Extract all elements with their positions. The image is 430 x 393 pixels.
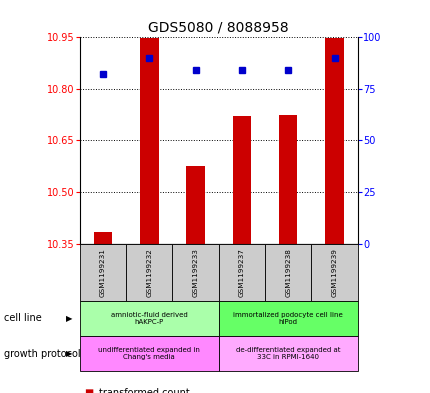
- Bar: [218, 244, 264, 301]
- Bar: [232, 116, 251, 244]
- Bar: [80, 336, 218, 371]
- Bar: [325, 39, 343, 244]
- Bar: [80, 301, 218, 336]
- Text: GSM1199231: GSM1199231: [100, 248, 106, 297]
- Bar: [310, 244, 357, 301]
- Bar: [80, 244, 126, 301]
- Text: immortalized podocyte cell line
hIPod: immortalized podocyte cell line hIPod: [233, 312, 342, 325]
- Text: cell line: cell line: [4, 313, 42, 323]
- Text: GSM1199232: GSM1199232: [146, 248, 152, 297]
- Bar: [140, 39, 158, 244]
- Text: GSM1199233: GSM1199233: [192, 248, 198, 297]
- Text: transformed count: transformed count: [99, 388, 190, 393]
- Bar: [278, 115, 297, 244]
- Bar: [264, 244, 310, 301]
- Bar: [218, 301, 357, 336]
- Text: growth protocol: growth protocol: [4, 349, 81, 359]
- Text: GSM1199238: GSM1199238: [285, 248, 291, 297]
- Bar: [93, 231, 112, 244]
- Text: GSM1199239: GSM1199239: [331, 248, 337, 297]
- Text: GSM1199237: GSM1199237: [238, 248, 244, 297]
- Bar: [126, 244, 172, 301]
- Text: ▶: ▶: [65, 314, 72, 323]
- Text: ■: ■: [84, 388, 93, 393]
- Bar: [218, 336, 357, 371]
- Title: GDS5080 / 8088958: GDS5080 / 8088958: [148, 21, 289, 35]
- Text: undifferentiated expanded in
Chang's media: undifferentiated expanded in Chang's med…: [98, 347, 200, 360]
- Text: ▶: ▶: [65, 349, 72, 358]
- Bar: [186, 166, 204, 244]
- Text: de-differentiated expanded at
33C in RPMI-1640: de-differentiated expanded at 33C in RPM…: [236, 347, 340, 360]
- Bar: [172, 244, 218, 301]
- Text: amniotic-fluid derived
hAKPC-P: amniotic-fluid derived hAKPC-P: [111, 312, 187, 325]
